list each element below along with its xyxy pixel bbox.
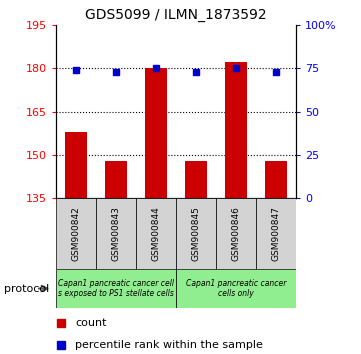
Bar	[265, 161, 287, 198]
Bar	[225, 62, 247, 198]
Text: GSM900846: GSM900846	[231, 206, 240, 261]
Title: GDS5099 / ILMN_1873592: GDS5099 / ILMN_1873592	[85, 8, 267, 22]
Bar	[56, 269, 176, 308]
Bar	[185, 161, 207, 198]
Bar	[256, 198, 296, 269]
Text: GSM900843: GSM900843	[112, 206, 121, 261]
Text: percentile rank within the sample: percentile rank within the sample	[75, 339, 263, 350]
Bar	[65, 132, 87, 198]
Text: Capan1 pancreatic cancer
cells only: Capan1 pancreatic cancer cells only	[186, 279, 286, 298]
Bar	[216, 198, 256, 269]
Bar	[56, 198, 96, 269]
Text: GSM900847: GSM900847	[271, 206, 280, 261]
Text: protocol: protocol	[4, 284, 49, 293]
Bar	[176, 269, 296, 308]
Bar	[176, 198, 216, 269]
Text: GSM900844: GSM900844	[152, 206, 161, 261]
Bar	[145, 68, 167, 198]
Bar	[105, 161, 127, 198]
Text: Capan1 pancreatic cancer cell
s exposed to PS1 stellate cells: Capan1 pancreatic cancer cell s exposed …	[58, 279, 174, 298]
Bar	[136, 198, 176, 269]
Text: count: count	[75, 318, 106, 329]
Bar	[96, 198, 136, 269]
Text: GSM900845: GSM900845	[191, 206, 200, 261]
Text: GSM900842: GSM900842	[71, 206, 81, 261]
